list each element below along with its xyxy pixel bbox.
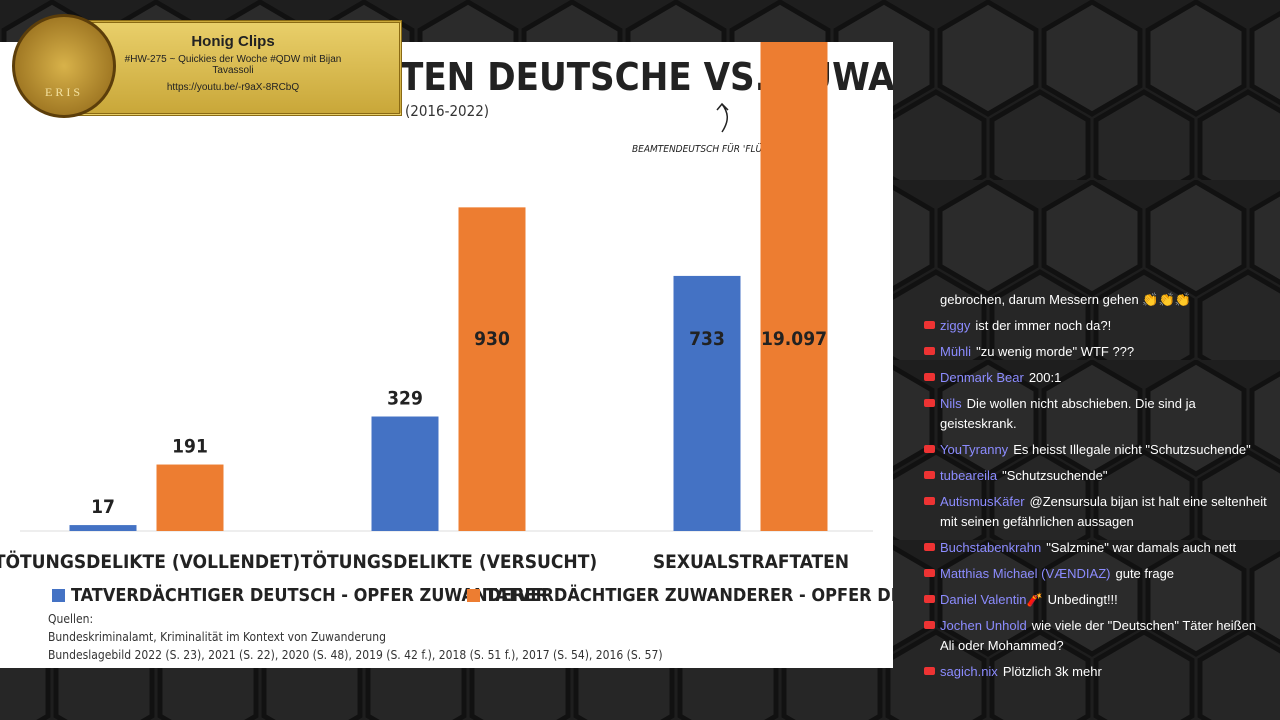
chat-message: sagich.nix Plötzlich 3k mehr — [924, 662, 1269, 682]
platform-icon — [924, 621, 935, 629]
chat-message: Matthias Michael (VÆNDIAZ) gute frage — [924, 564, 1269, 584]
x-tick-label: TÖTUNGSDELIKTE (VOLLENDET) — [0, 549, 300, 573]
chart-subtitle: (2016-2022) — [405, 102, 489, 120]
chat-user: Daniel Valentin🧨 — [940, 592, 1043, 607]
legend-label: TATVERDÄCHTIGER ZUWANDERER - OPFER DEUTS… — [486, 584, 893, 606]
chat: gebrochen, darum Messern gehen 👏👏👏 ziggy i… — [924, 290, 1269, 688]
legend-swatch — [467, 589, 480, 602]
chat-message: ziggy ist der immer noch da?! — [924, 316, 1269, 336]
chat-user: Nils — [940, 396, 962, 411]
overlay-title: Honig Clips — [191, 33, 275, 50]
chat-user: Jochen Unhold — [940, 618, 1027, 633]
chart-panel: TEN DEUTSCHE VS. ZUWANDERER (2016-2022) … — [0, 42, 893, 668]
chat-text: ist der immer noch da?! — [975, 318, 1112, 333]
bars — [69, 42, 828, 532]
chat-message: Nils Die wollen nicht abschieben. Die sin… — [924, 394, 1269, 434]
bar — [371, 416, 439, 531]
chat-text: 200:1 — [1028, 370, 1062, 385]
chat-text: @Zensursula bijan ist halt eine seltenhe… — [940, 494, 1267, 529]
value-label: 930 — [474, 328, 510, 350]
chat-message: Buchstabenkrahn "Salzmine" war damals auc… — [924, 538, 1269, 558]
value-label: 733 — [689, 328, 725, 350]
bar — [760, 42, 828, 531]
chat-text: wie viele der "Deutschen" Täter heißen A… — [940, 618, 1257, 653]
x-tick-label: TÖTUNGSDELIKTE (VERSUCHT) — [301, 549, 597, 573]
chat-user: ziggy — [940, 318, 971, 333]
chat-user: YouTyranny — [940, 442, 1009, 457]
platform-icon — [924, 471, 935, 479]
chat-user: Buchstabenkrahn — [940, 540, 1042, 555]
value-label: 19.097 — [761, 328, 827, 350]
chat-message: tubeareila "Schutzsuchende" — [924, 466, 1269, 486]
overlay-logo: ERIS — [12, 14, 116, 118]
chat-text: Plötzlich 3k mehr — [1002, 664, 1102, 679]
x-tick-label: SEXUALSTRAFTATEN — [653, 551, 849, 573]
chat-text: Die wollen nicht abschieben. Die sind ja… — [940, 396, 1196, 431]
chat-user: Matthias Michael (VÆNDIAZ) — [940, 566, 1111, 581]
source-line: Bundeskriminalamt, Kriminalität im Konte… — [48, 630, 386, 644]
chat-text: "zu wenig morde" WTF ??? — [976, 344, 1135, 359]
platform-icon — [924, 373, 935, 381]
chat-message: Mühli "zu wenig morde" WTF ??? — [924, 342, 1269, 362]
bar — [458, 207, 526, 532]
platform-icon — [924, 399, 935, 407]
value-label: 329 — [387, 388, 423, 410]
overlay-box: Honig Clips #HW-275 ~ Quickies der Woche… — [64, 20, 402, 116]
chat-text: "Schutzsuchende" — [1002, 468, 1108, 483]
chat-text: Es heisst Illegale nicht "Schutzsuchende… — [1013, 442, 1251, 457]
value-label: 17 — [91, 496, 115, 518]
overlay-subtitle: #HW-275 ~ Quickies der Woche #QDW mit Bi… — [124, 54, 342, 76]
chat-message: Denmark Bear 200:1 — [924, 368, 1269, 388]
platform-icon — [924, 667, 935, 675]
platform-icon — [924, 347, 935, 355]
chat-user: Mühli — [940, 344, 972, 359]
chat-user: tubeareila — [940, 468, 998, 483]
legend-swatch — [52, 589, 65, 602]
annotation-arrow — [716, 102, 729, 133]
chat-text: "Salzmine" war damals auch nett — [1046, 540, 1237, 555]
chat-text: Unbedingt!!! — [1047, 592, 1118, 607]
chat-user: AutismusKäfer — [940, 494, 1025, 509]
value-label: 191 — [172, 436, 208, 458]
chat-message: Daniel Valentin🧨 Unbedingt!!! — [924, 590, 1269, 610]
chat-message: gebrochen, darum Messern gehen 👏👏👏 — [924, 290, 1269, 310]
bar — [69, 525, 137, 531]
platform-icon — [924, 321, 935, 329]
bar — [673, 275, 741, 531]
platform-icon — [924, 497, 935, 505]
chat-message: Jochen Unhold wie viele der "Deutschen" T… — [924, 616, 1269, 656]
clip-overlay: Honig Clips #HW-275 ~ Quickies der Woche… — [12, 14, 402, 120]
overlay-url: https://youtu.be/-r9aX-8RCbQ — [166, 82, 300, 93]
platform-icon — [924, 569, 935, 577]
chat-message: YouTyranny Es heisst Illegale nicht "Schu… — [924, 440, 1269, 460]
chat-user: sagich.nix — [940, 664, 998, 679]
chat-text: gebrochen, darum Messern gehen 👏👏👏 — [940, 292, 1191, 307]
chat-text: gute frage — [1115, 566, 1175, 581]
platform-icon — [924, 595, 935, 603]
chat-message: AutismusKäfer @Zensursula bijan ist halt … — [924, 492, 1269, 532]
source-line: Bundeslagebild 2022 (S. 23), 2021 (S. 22… — [48, 648, 663, 662]
legend-label: TATVERDÄCHTIGER DEUTSCH - OPFER ZUWANDER… — [71, 584, 549, 606]
platform-icon — [924, 445, 935, 453]
bar — [156, 464, 224, 531]
source-line: Quellen: — [48, 612, 93, 626]
platform-icon — [924, 543, 935, 551]
chat-user: Denmark Bear — [940, 370, 1024, 385]
